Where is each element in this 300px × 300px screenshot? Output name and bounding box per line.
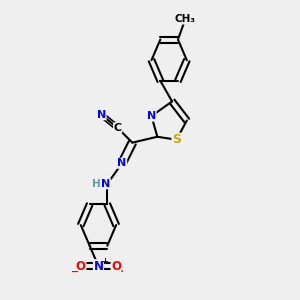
Text: N: N xyxy=(97,110,106,120)
Text: N: N xyxy=(117,158,127,168)
Text: +: + xyxy=(101,256,109,266)
Text: −: − xyxy=(71,267,79,277)
Text: S: S xyxy=(172,133,181,146)
Text: H: H xyxy=(92,179,100,189)
Text: CH₃: CH₃ xyxy=(175,14,196,24)
Text: ·: · xyxy=(120,265,124,279)
Text: O: O xyxy=(111,260,121,273)
Text: O: O xyxy=(76,260,86,273)
Text: N: N xyxy=(101,179,110,189)
Text: N: N xyxy=(147,111,156,121)
Text: N: N xyxy=(94,260,103,273)
Text: C: C xyxy=(113,123,122,133)
